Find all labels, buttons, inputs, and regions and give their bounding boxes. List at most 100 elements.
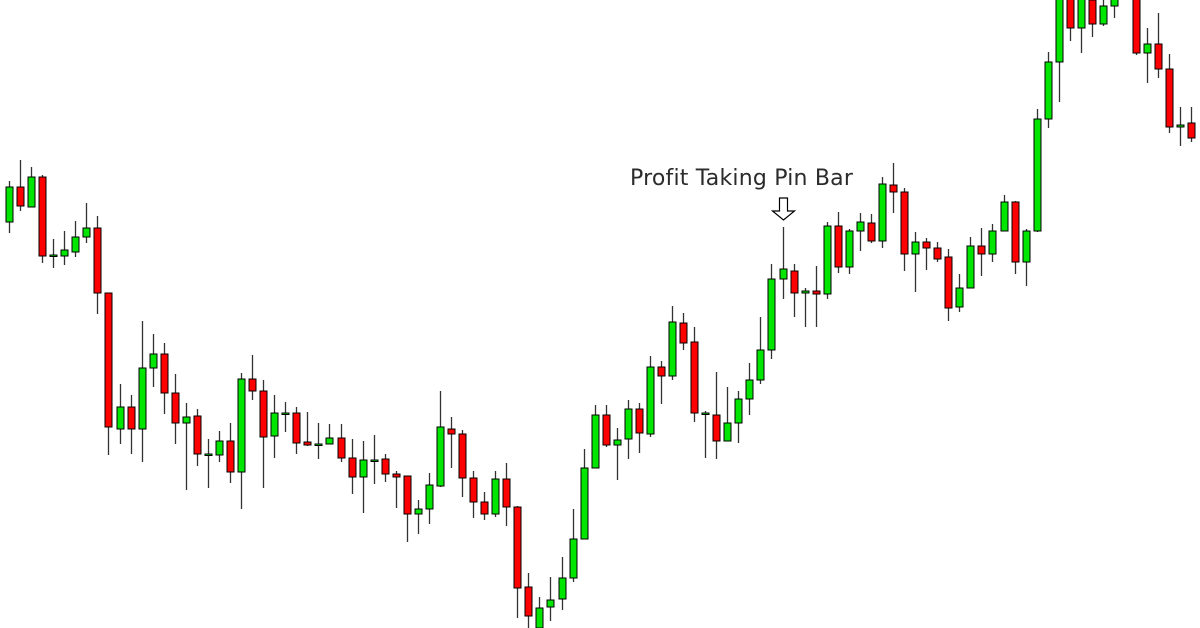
- bullish-candle-body: [767, 278, 776, 351]
- candle: [690, 327, 699, 422]
- candle: [480, 492, 489, 520]
- bearish-candle-body: [977, 245, 986, 255]
- candle: [856, 213, 865, 251]
- candle: [580, 449, 589, 540]
- candle: [425, 473, 434, 524]
- bullish-candle-body: [5, 186, 14, 223]
- bullish-candle-body: [1176, 124, 1185, 128]
- bullish-candle-body: [580, 467, 589, 540]
- candle: [281, 402, 290, 432]
- candle: [502, 463, 511, 526]
- candle: [767, 264, 776, 359]
- candle: [171, 374, 180, 444]
- candle: [1165, 54, 1174, 133]
- candle: [1176, 107, 1185, 146]
- candle: [381, 454, 390, 482]
- bearish-candle-body: [403, 475, 412, 515]
- candle: [1154, 13, 1163, 78]
- bullish-candle-body: [491, 478, 500, 515]
- bearish-candle-body: [469, 477, 478, 503]
- bullish-candle-body: [856, 221, 865, 232]
- bullish-candle-body: [823, 225, 832, 295]
- bullish-candle-body: [546, 599, 555, 608]
- bearish-candle-body: [889, 184, 898, 193]
- bullish-candle-body: [414, 508, 423, 515]
- bullish-candle-body: [182, 416, 191, 424]
- bearish-candle-body: [712, 414, 721, 442]
- candle: [613, 428, 622, 480]
- bullish-candle-body: [701, 412, 710, 415]
- bullish-candle-body: [71, 236, 80, 253]
- candle: [712, 372, 721, 459]
- bearish-candle-body: [790, 270, 799, 294]
- bearish-candle-body: [812, 290, 821, 295]
- candle: [1088, 0, 1097, 37]
- bullish-candle-body: [60, 249, 69, 257]
- candle: [182, 403, 191, 490]
- candle: [823, 222, 832, 299]
- bullish-candle-body: [281, 412, 290, 415]
- bullish-candle-body: [955, 287, 964, 308]
- candle: [16, 160, 25, 211]
- candle: [701, 411, 710, 458]
- candle: [259, 380, 268, 488]
- bearish-candle-body: [93, 227, 102, 294]
- candle: [513, 506, 522, 618]
- bullish-candle-body: [1033, 118, 1042, 232]
- candle: [546, 577, 555, 621]
- bearish-candle-body: [1187, 122, 1196, 139]
- candle: [359, 441, 368, 513]
- candle: [127, 395, 136, 454]
- candle: [889, 163, 898, 213]
- bearish-candle-body: [348, 457, 357, 478]
- candle: [71, 221, 80, 257]
- bearish-candle-body: [381, 458, 390, 475]
- candle: [436, 391, 445, 487]
- bullish-candle-body: [535, 607, 544, 628]
- candle: [1066, 0, 1075, 41]
- candle: [392, 471, 401, 508]
- candle: [149, 334, 158, 387]
- candle: [679, 313, 688, 350]
- candle: [756, 317, 765, 384]
- candles-group: [5, 0, 1196, 628]
- bullish-candle-body: [314, 443, 323, 446]
- candle: [138, 321, 147, 462]
- bearish-candle-body: [292, 412, 301, 444]
- candle: [458, 430, 467, 497]
- candle: [723, 387, 732, 442]
- bullish-candle-body: [436, 426, 445, 487]
- candle: [215, 431, 224, 462]
- bearish-candle-body: [922, 241, 931, 249]
- candle: [370, 435, 379, 484]
- bearish-candle-body: [1088, 0, 1097, 25]
- bullish-candle-body: [558, 577, 567, 600]
- bearish-candle-body: [303, 441, 312, 446]
- bullish-candle-body: [49, 254, 58, 257]
- candle: [82, 203, 91, 243]
- bullish-candle-body: [27, 176, 36, 208]
- candle: [314, 423, 323, 459]
- candle: [38, 175, 47, 263]
- candle: [104, 292, 113, 455]
- bearish-candle-body: [447, 428, 456, 435]
- candle: [657, 361, 666, 404]
- bullish-candle-body: [801, 290, 810, 294]
- down-arrow-icon: [770, 197, 797, 221]
- candle: [745, 363, 754, 415]
- bullish-candle-body: [988, 230, 997, 255]
- candle: [734, 391, 743, 443]
- bearish-candle-body: [104, 292, 113, 428]
- bullish-candle-body: [966, 245, 975, 289]
- bullish-candle-body: [270, 412, 279, 437]
- bullish-candle-body: [591, 414, 600, 469]
- bearish-candle-body: [502, 478, 511, 508]
- candle: [602, 405, 611, 447]
- bullish-candle-body: [82, 227, 91, 238]
- candle: [49, 239, 58, 268]
- candle: [535, 597, 544, 628]
- candle: [1077, 0, 1086, 53]
- candle: [988, 224, 997, 262]
- bullish-candle-body: [1077, 0, 1086, 29]
